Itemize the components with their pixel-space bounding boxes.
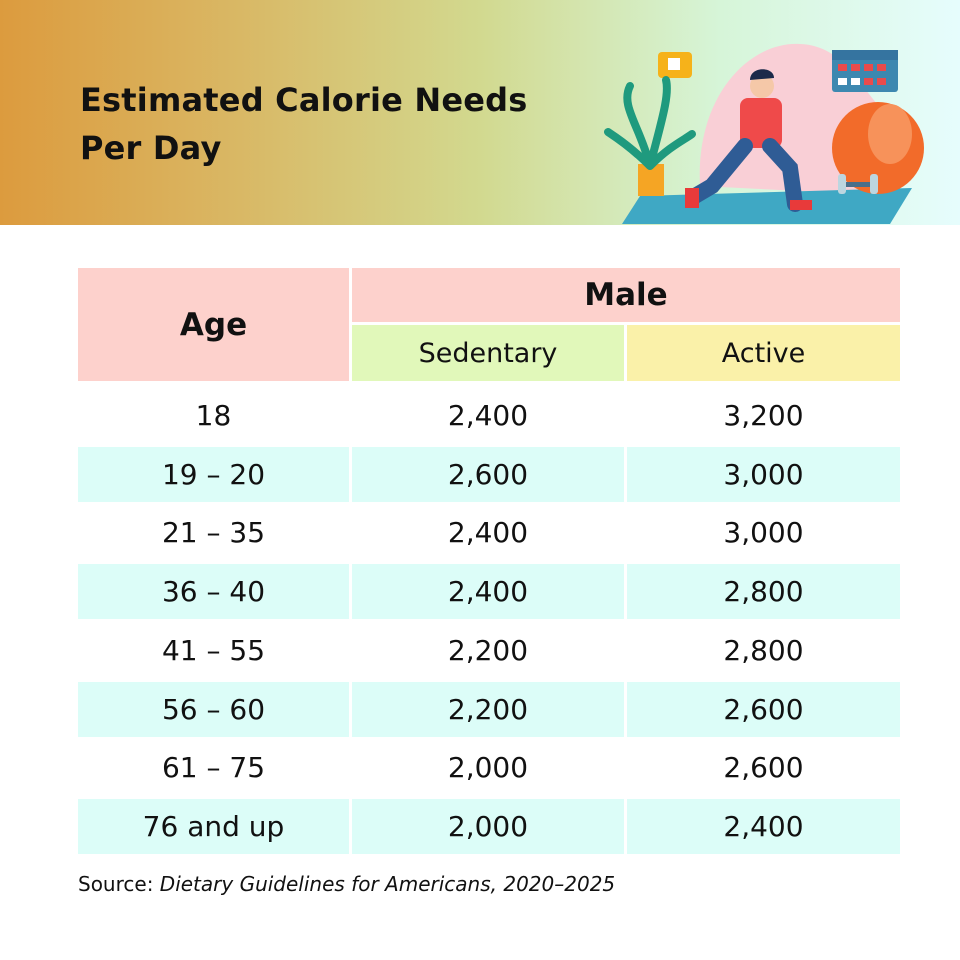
table-cell-sedentary: 2,400 xyxy=(352,564,624,620)
source-title: Dietary Guidelines for Americans, 2020–2… xyxy=(159,872,616,896)
table-cell-active: 2,800 xyxy=(723,633,804,667)
table-cell-active: 3,000 xyxy=(627,446,900,502)
table-cell-sedentary: 2,400 xyxy=(447,516,529,550)
table-cell-age: 36 – 40 xyxy=(78,564,349,620)
age-header: Age xyxy=(78,268,349,381)
title-line-2: Per Day xyxy=(80,129,222,167)
table-cell-active: 2,600 xyxy=(627,681,900,737)
header-banner: Estimated Calorie Needs Per Day xyxy=(0,0,960,225)
table-cell-sedentary: 2,400 xyxy=(447,399,529,432)
table-cell-active: 2,800 xyxy=(627,564,900,620)
title-line-1: Estimated Calorie Needs xyxy=(80,81,528,119)
active-header: Active xyxy=(627,325,900,381)
sedentary-header: Sedentary xyxy=(352,325,624,381)
table-cell-sedentary: 2,600 xyxy=(352,446,624,502)
exercise-illustration-icon xyxy=(604,43,924,224)
table-cell-active: 2,400 xyxy=(627,798,900,854)
table-cell-age: 61 – 75 xyxy=(161,751,266,785)
table-cell-active: 2,600 xyxy=(723,751,804,785)
table-cell-sedentary: 2,200 xyxy=(447,633,529,667)
table-cell-active: 3,200 xyxy=(723,399,804,432)
table-cell-age: 18 xyxy=(195,399,232,432)
source-note: Source: Dietary Guidelines for Americans… xyxy=(78,872,615,896)
table-cell-age: 56 – 60 xyxy=(78,681,349,737)
table-cell-sedentary: 2,000 xyxy=(447,751,529,785)
table-cell-age: 21 – 35 xyxy=(161,516,266,550)
male-header: Male xyxy=(352,268,900,322)
table-cell-age: 41 – 55 xyxy=(161,633,266,667)
page-title: Estimated Calorie Needs Per Day xyxy=(80,76,528,172)
table-cell-sedentary: 2,000 xyxy=(352,798,624,854)
table-cell-active: 3,000 xyxy=(723,516,804,550)
source-label: Source: xyxy=(78,872,154,896)
table-cell-age: 19 – 20 xyxy=(78,446,349,502)
table-cell-sedentary: 2,200 xyxy=(352,681,624,737)
table-cell-age: 76 and up xyxy=(78,798,349,854)
